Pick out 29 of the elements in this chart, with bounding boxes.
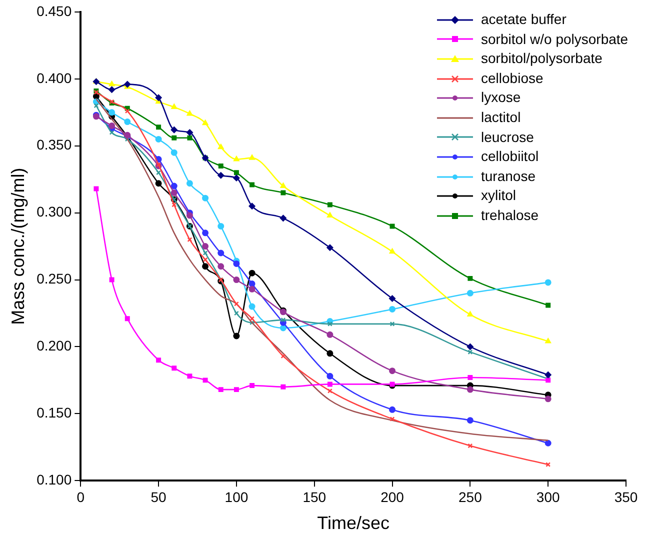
x-tick-label: 300 (536, 488, 560, 505)
x-tick-label: 50 (150, 488, 167, 505)
y-tick-label: 0.300 (36, 204, 72, 220)
legend-label: trehalose (481, 206, 539, 225)
legend-label: lyxose (481, 88, 521, 108)
y-tick-label: 0.400 (36, 70, 72, 86)
legend-label: acetate buffer (481, 10, 566, 29)
x-tick-label: 250 (458, 488, 482, 505)
x-tick-label: 200 (380, 488, 404, 505)
legend-label: xylitol (481, 186, 516, 206)
legend-label: sorbitol w/o polysorbate (481, 30, 628, 49)
legend-label: leucrose (481, 128, 534, 147)
legend-label: cellobiose (481, 68, 544, 88)
legend-label: cellobiitol (481, 147, 539, 166)
x-tick-label: 0 (76, 488, 85, 505)
y-axis-title: Mass conc./(mg/ml) (8, 168, 28, 325)
y-tick-label: 0.200 (36, 338, 72, 354)
x-tick-label: 350 (614, 488, 638, 505)
y-tick-label: 0.100 (36, 471, 72, 488)
legend-label: lactitol (481, 108, 521, 127)
x-tick-label: 100 (224, 488, 248, 505)
legend-label: sorbitol/polysorbate (481, 49, 602, 68)
x-axis-title: Time/sec (317, 513, 390, 534)
y-tick-label: 0.150 (36, 404, 72, 421)
y-tick-label: 0.250 (36, 270, 72, 287)
y-tick-label: 0.450 (36, 2, 72, 19)
x-tick-label: 150 (302, 488, 326, 505)
y-tick-label: 0.350 (36, 136, 72, 153)
legend-label: turanose (481, 166, 536, 186)
